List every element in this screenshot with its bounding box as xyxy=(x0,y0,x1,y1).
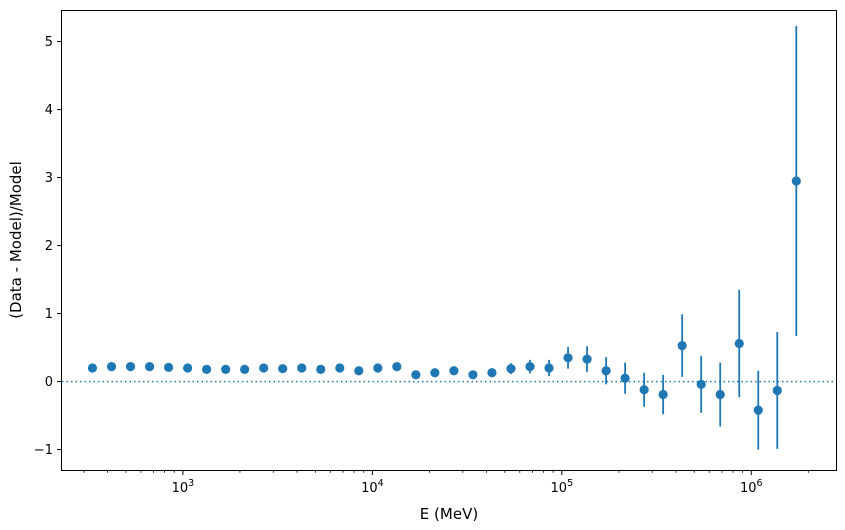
data-point xyxy=(240,364,250,374)
data-point xyxy=(715,389,725,400)
y-axis-label: (Data - Model)/Model xyxy=(7,161,25,319)
data-point xyxy=(125,362,136,372)
data-point xyxy=(392,362,402,372)
data-point xyxy=(468,370,478,380)
data-point xyxy=(506,364,516,374)
y-tick-label: 3 xyxy=(45,171,53,186)
data-point xyxy=(183,363,193,373)
data-point xyxy=(734,338,744,349)
data-point xyxy=(449,366,459,376)
y-tick-label: 0 xyxy=(45,375,53,390)
data-point xyxy=(525,362,535,372)
data-point xyxy=(87,363,98,373)
data-point xyxy=(582,354,592,364)
data-point xyxy=(259,363,269,373)
data-point xyxy=(487,368,497,378)
y-tick-label: 4 xyxy=(45,103,53,118)
data-point xyxy=(316,364,326,374)
data-point xyxy=(411,370,421,380)
x-tick-label: 104 xyxy=(361,478,384,496)
data-point xyxy=(221,364,231,374)
data-point xyxy=(544,363,554,373)
x-axis-ticks: 103 104 105 106 xyxy=(83,470,809,496)
x-tick-label: 106 xyxy=(740,478,763,496)
data-marks xyxy=(62,25,836,450)
data-point xyxy=(145,362,155,372)
data-point xyxy=(106,362,117,372)
data-point xyxy=(639,385,649,395)
data-point xyxy=(202,364,212,374)
y-tick-label: −1 xyxy=(34,443,53,458)
y-tick-label: 2 xyxy=(45,239,53,254)
y-tick-label: 5 xyxy=(45,35,53,50)
y-tick-label: 1 xyxy=(45,307,53,322)
data-point xyxy=(620,373,630,383)
data-point xyxy=(772,385,782,396)
data-point xyxy=(658,389,668,400)
data-point xyxy=(563,353,573,363)
y-axis-ticks: −1 0 1 2 3 4 5 xyxy=(34,35,62,458)
data-point xyxy=(601,366,611,376)
data-point xyxy=(677,340,687,351)
data-point xyxy=(297,363,307,373)
data-point xyxy=(791,176,801,186)
x-tick-label: 105 xyxy=(551,478,574,496)
plot-frame xyxy=(61,10,837,471)
data-point xyxy=(696,379,706,389)
x-axis-label: E (MeV) xyxy=(420,505,478,523)
data-point xyxy=(373,363,383,373)
data-point xyxy=(163,362,174,372)
data-point xyxy=(753,405,763,415)
data-point xyxy=(430,368,440,378)
data-point xyxy=(354,366,364,376)
x-tick-label: 103 xyxy=(172,478,195,496)
data-point xyxy=(335,363,345,373)
data-point xyxy=(278,364,288,374)
